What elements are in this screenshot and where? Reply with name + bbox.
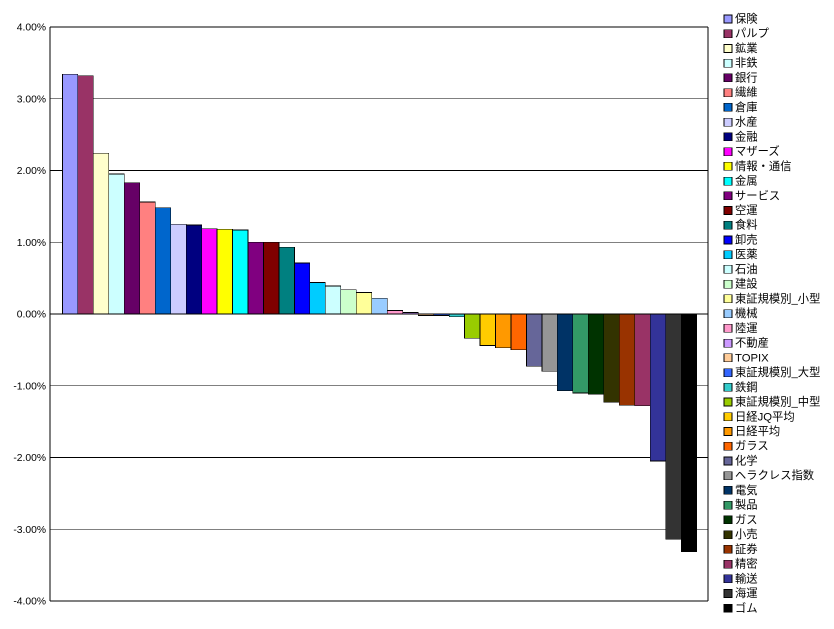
svg-text:石油: 石油 (735, 262, 758, 276)
svg-text:倉庫: 倉庫 (735, 100, 758, 114)
svg-text:小売: 小売 (735, 528, 758, 541)
svg-text:3.00%: 3.00% (17, 94, 46, 105)
svg-text:電気: 電気 (735, 483, 758, 497)
svg-text:-1.00%: -1.00% (13, 381, 46, 392)
svg-text:水産: 水産 (735, 116, 758, 129)
svg-text:空運: 空運 (735, 203, 758, 217)
svg-text:陸運: 陸運 (735, 322, 758, 335)
svg-text:銀行: 銀行 (735, 70, 758, 84)
svg-text:マザーズ: マザーズ (735, 144, 780, 158)
svg-text:繊維: 繊維 (735, 86, 758, 99)
svg-text:不動産: 不動産 (735, 336, 769, 350)
svg-text:-2.00%: -2.00% (13, 453, 46, 464)
svg-text:卸売: 卸売 (735, 232, 758, 246)
svg-text:東証規模別_中型: 東証規模別_中型 (735, 395, 820, 409)
svg-text:証券: 証券 (735, 542, 758, 556)
svg-text:建設: 建設 (735, 277, 758, 291)
svg-text:東証規模別_小型: 東証規模別_小型 (735, 291, 820, 305)
svg-text:TOPIX: TOPIX (735, 352, 769, 364)
svg-text:日経JQ平均: 日経JQ平均 (735, 410, 795, 423)
svg-text:精密: 精密 (735, 557, 758, 571)
svg-text:機械: 機械 (735, 306, 758, 320)
svg-text:化学: 化学 (735, 453, 758, 467)
svg-text:非鉄: 非鉄 (735, 56, 758, 70)
svg-text:日経平均: 日経平均 (735, 425, 780, 438)
svg-text:-3.00%: -3.00% (13, 525, 46, 536)
svg-text:金属: 金属 (735, 174, 758, 188)
svg-text:医薬: 医薬 (735, 248, 758, 261)
svg-text:保険: 保険 (735, 12, 758, 26)
svg-text:ゴム: ゴム (735, 601, 758, 615)
svg-text:海運: 海運 (735, 586, 758, 600)
svg-text:2.00%: 2.00% (17, 166, 46, 177)
svg-text:ガス: ガス (735, 513, 758, 526)
svg-text:東証規模別_大型: 東証規模別_大型 (735, 365, 820, 379)
svg-text:パルプ: パルプ (735, 27, 770, 40)
svg-text:ヘラクレス指数: ヘラクレス指数 (735, 468, 814, 482)
svg-text:サービス: サービス (735, 189, 780, 202)
svg-text:輸送: 輸送 (735, 571, 758, 585)
svg-text:食料: 食料 (735, 218, 758, 232)
svg-text:4.00%: 4.00% (17, 23, 46, 34)
svg-text:-4.00%: -4.00% (13, 597, 46, 608)
svg-text:金融: 金融 (735, 129, 758, 143)
svg-text:鉱業: 鉱業 (735, 41, 758, 55)
svg-text:ガラス: ガラス (735, 440, 769, 453)
svg-text:0.00%: 0.00% (17, 310, 46, 321)
svg-text:鉄鋼: 鉄鋼 (735, 380, 758, 394)
svg-text:1.00%: 1.00% (17, 238, 46, 249)
svg-text:情報・通信: 情報・通信 (735, 160, 792, 173)
svg-text:製品: 製品 (735, 498, 758, 512)
